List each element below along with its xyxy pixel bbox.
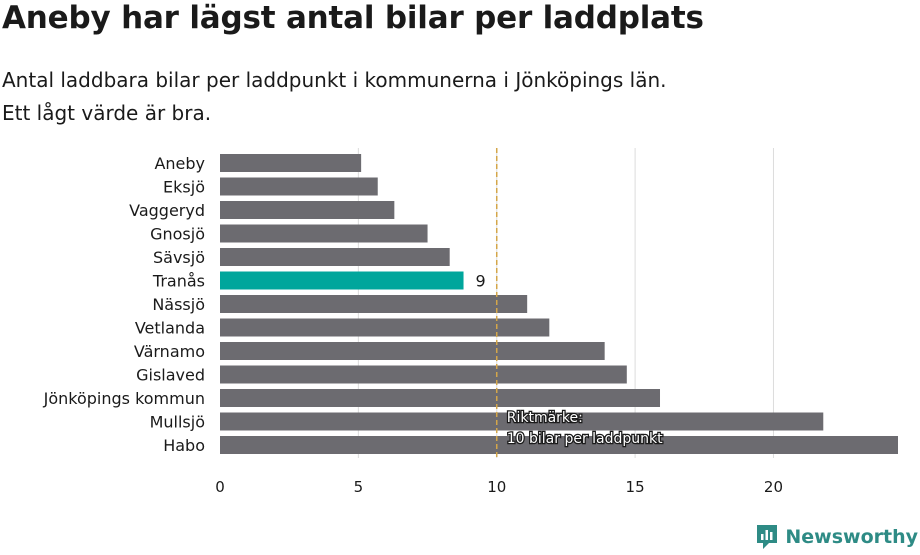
bar-4 [220, 248, 450, 266]
newsworthy-logo-text: Newsworthy [785, 526, 918, 548]
x-tick-label: 10 [487, 478, 506, 496]
newsworthy-logo: Newsworthy [755, 523, 918, 551]
highlight-data-label: 9 [476, 272, 486, 291]
category-labels: Aneby Eksjö Vaggeryd Gnosjö Sävsjö Tranås Näss… [43, 154, 205, 455]
category-label: Gnosjö [150, 225, 205, 244]
bar-5 [220, 271, 464, 290]
category-label: Vaggeryd [129, 201, 205, 220]
x-tick-label: 5 [354, 478, 364, 496]
bar-2 [220, 201, 395, 219]
bar-7 [220, 318, 550, 337]
bar-8 [220, 342, 605, 360]
bars: 9 [220, 154, 898, 454]
x-tick-label: 20 [764, 478, 783, 496]
reference-label-line-1: Riktmärke: [507, 410, 583, 426]
reference-label-line-2: 10 bilar per laddpunkt [507, 431, 663, 447]
bar-1 [220, 177, 378, 196]
bar-10 [220, 389, 661, 407]
subtitle-line-1: Antal laddbara bilar per laddpunkt i kom… [2, 68, 667, 92]
category-label: Aneby [154, 154, 205, 173]
category-label: Vetlanda [135, 319, 205, 338]
x-axis-ticks: 0 5 10 15 20 [215, 478, 783, 496]
bar-11 [220, 412, 824, 431]
bar-0 [220, 154, 362, 172]
x-tick-label: 0 [215, 478, 225, 496]
category-label: Nässjö [152, 295, 205, 314]
chart-subtitle: Antal laddbara bilar per laddpunkt i kom… [2, 64, 902, 130]
bar-3 [220, 224, 428, 243]
newsworthy-logo-icon [757, 525, 778, 549]
reference-line-group: Riktmärke: 10 bilar per laddpunkt [495, 148, 664, 458]
category-label: Sävsjö [153, 248, 205, 267]
category-label: Gislaved [136, 366, 205, 385]
category-label: Mullsjö [150, 413, 205, 432]
bar-12 [220, 436, 898, 454]
category-label: Habo [163, 436, 205, 455]
category-label: Eksjö [163, 178, 205, 197]
bar-9 [220, 365, 627, 384]
category-label: Jönköpings kommun [43, 389, 205, 408]
bar-chart: 9 Riktmärke: 10 bilar per laddpunkt Aneby… [43, 148, 898, 496]
category-label: Tranås [152, 272, 205, 291]
chart-title: Aneby har lägst antal bilar per laddplat… [2, 0, 704, 36]
category-label: Värnamo [134, 342, 205, 361]
subtitle-line-2: Ett lågt värde är bra. [2, 101, 212, 125]
bar-6 [220, 295, 528, 313]
x-tick-label: 15 [626, 478, 645, 496]
